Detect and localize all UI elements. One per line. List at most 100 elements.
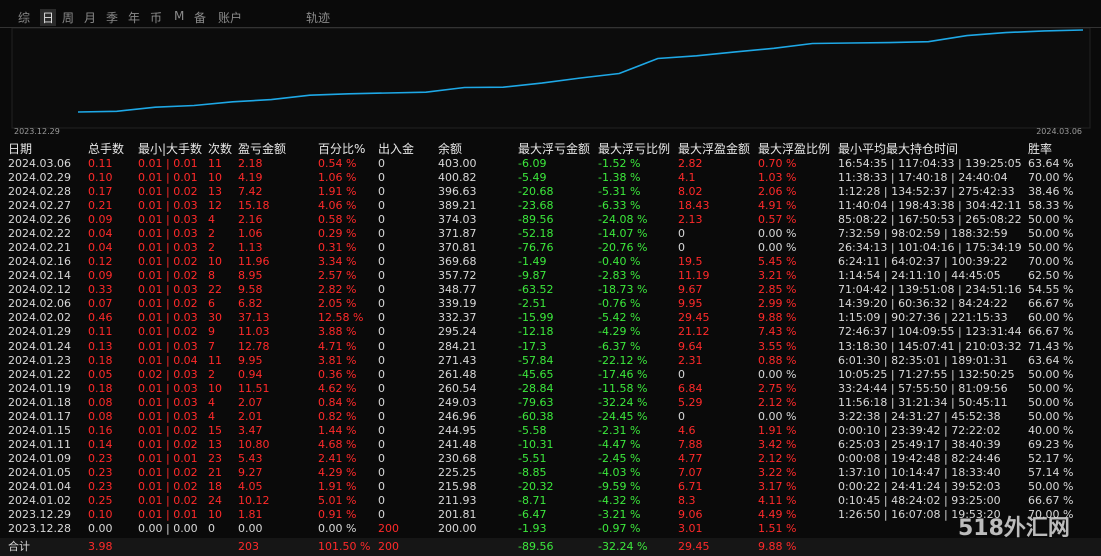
table-cell: -17.46 % bbox=[598, 367, 648, 381]
table-cell: 2 bbox=[208, 241, 215, 255]
tab[interactable]: 账户 bbox=[218, 11, 243, 25]
table-cell: 0 bbox=[378, 339, 385, 353]
table-cell: 9.67 bbox=[678, 283, 703, 297]
table-cell: 0 bbox=[378, 353, 385, 367]
table-cell: 0.10 bbox=[88, 171, 113, 185]
table-cell: -0.40 % bbox=[598, 255, 641, 269]
tab[interactable]: 币 bbox=[150, 11, 163, 25]
table-cell: -0.97 % bbox=[598, 522, 641, 536]
table-cell: 21 bbox=[208, 465, 222, 479]
table-cell: 3.21 % bbox=[758, 269, 797, 283]
column-header: 余额 bbox=[438, 142, 463, 156]
total-cell: 3.98 bbox=[88, 540, 113, 553]
table-cell: 21.12 bbox=[678, 325, 710, 339]
tab[interactable]: 日 bbox=[40, 9, 57, 26]
table-cell: 50.00 % bbox=[1028, 395, 1074, 409]
table-cell: 23 bbox=[208, 451, 222, 465]
tab[interactable]: M bbox=[174, 9, 185, 23]
table-cell: -24.45 % bbox=[598, 409, 648, 423]
table-cell: 3.47 bbox=[238, 423, 263, 437]
column-header: 百分比% bbox=[318, 142, 366, 156]
table-cell: 38.46 % bbox=[1028, 185, 1074, 199]
table-cell: 1:15:09 | 90:27:36 | 221:15:33 bbox=[838, 311, 1008, 325]
table-cell: 2.99 % bbox=[758, 297, 797, 311]
table-cell: 0 bbox=[378, 451, 385, 465]
table-cell: 0.01 | 0.02 bbox=[138, 269, 198, 283]
table-cell: 9 bbox=[208, 325, 215, 339]
table-cell: 4.05 bbox=[238, 479, 263, 493]
table-cell: -6.47 bbox=[518, 508, 547, 521]
table-cell: 0.23 bbox=[88, 451, 113, 465]
tab[interactable]: 备 bbox=[194, 11, 207, 25]
balance-line bbox=[77, 29, 1084, 113]
table-cell: 0 bbox=[378, 395, 385, 409]
table-cell: -4.03 % bbox=[598, 465, 641, 479]
table-cell: -5.42 % bbox=[598, 311, 641, 325]
table-cell: 4.62 % bbox=[318, 381, 357, 395]
table-cell: 0.01 | 0.03 bbox=[138, 199, 198, 213]
table-cell: 260.54 bbox=[438, 381, 477, 395]
table-cell: 40.00 % bbox=[1028, 423, 1074, 437]
table-cell: 54.55 % bbox=[1028, 283, 1074, 297]
total-cell: 合计 bbox=[8, 540, 30, 553]
tab[interactable]: 年 bbox=[128, 11, 141, 25]
table-cell: 7.07 bbox=[678, 465, 703, 479]
table-cell: -76.76 bbox=[518, 241, 554, 255]
table-cell: 9.27 bbox=[238, 465, 263, 479]
table-cell: 2 bbox=[208, 227, 215, 241]
table-cell: 1.03 % bbox=[758, 171, 797, 185]
table-cell: 403.00 bbox=[438, 157, 477, 170]
table-cell: 8.3 bbox=[678, 493, 696, 507]
tab[interactable]: 月 bbox=[84, 11, 97, 25]
table-cell: 11:38:33 | 17:40:18 | 24:40:04 bbox=[838, 171, 1008, 185]
table-cell: 332.37 bbox=[438, 311, 477, 325]
table-cell: 30 bbox=[208, 311, 222, 325]
table-cell: 1.13 bbox=[238, 241, 263, 255]
table-cell: 2.31 bbox=[678, 353, 703, 367]
table-cell: 2.75 % bbox=[758, 381, 797, 395]
table-cell: 7.88 bbox=[678, 437, 703, 451]
table-cell: -63.52 bbox=[518, 283, 554, 297]
table-cell: 389.21 bbox=[438, 199, 477, 213]
table-cell: -0.76 % bbox=[598, 297, 641, 311]
table-cell: 1.81 bbox=[238, 508, 263, 521]
table-cell: 63.64 % bbox=[1028, 157, 1074, 170]
balance-chart: 2023.12.29 2024.03.06 bbox=[11, 28, 1091, 136]
column-header: 最大浮亏金额 bbox=[518, 142, 591, 156]
tab[interactable]: 综 bbox=[18, 11, 31, 25]
table-cell: 369.68 bbox=[438, 255, 477, 269]
table-cell: 0.12 bbox=[88, 255, 113, 269]
table-cell: 9.06 bbox=[678, 508, 703, 521]
column-header: 盈亏金额 bbox=[238, 142, 287, 156]
table-cell: 0.23 bbox=[88, 479, 113, 493]
table-cell: 3.34 % bbox=[318, 255, 357, 269]
column-header: 最大浮亏比例 bbox=[598, 142, 671, 156]
table-cell: 0.54 % bbox=[318, 157, 357, 170]
table-cell: 0 bbox=[678, 227, 685, 241]
table-cell: 66.67 % bbox=[1028, 297, 1074, 311]
table-cell: 0.70 % bbox=[758, 157, 797, 170]
tab[interactable]: 周 bbox=[62, 11, 75, 25]
table-cell: 0.84 % bbox=[318, 395, 357, 409]
table-cell: 2024.02.06 bbox=[8, 297, 71, 311]
table-cell: 244.95 bbox=[438, 423, 477, 437]
table-cell: 0.46 bbox=[88, 311, 113, 325]
table-cell: 2024.01.24 bbox=[8, 339, 71, 353]
tab[interactable]: 季 bbox=[106, 11, 119, 25]
table-cell: 11.19 bbox=[678, 269, 710, 283]
table-cell: 2024.03.06 bbox=[8, 157, 71, 170]
table-cell: 11.96 bbox=[238, 255, 270, 269]
table-cell: -5.49 bbox=[518, 171, 547, 185]
table-cell: -1.52 % bbox=[598, 157, 641, 170]
table-cell: 0.10 bbox=[88, 508, 113, 521]
table-cell: 1.06 bbox=[238, 227, 263, 241]
table-cell: 284.21 bbox=[438, 339, 477, 353]
table-cell: 2.85 % bbox=[758, 283, 797, 297]
table-cell: 2024.01.29 bbox=[8, 325, 71, 339]
track-tab[interactable]: 轨迹 bbox=[306, 11, 331, 25]
table-cell: 211.93 bbox=[438, 493, 477, 507]
table-cell: 0 bbox=[378, 255, 385, 269]
table-cell: 10 bbox=[208, 508, 222, 521]
table-cell: -1.93 bbox=[518, 522, 547, 536]
table-cell: 2023.12.28 bbox=[8, 522, 71, 536]
